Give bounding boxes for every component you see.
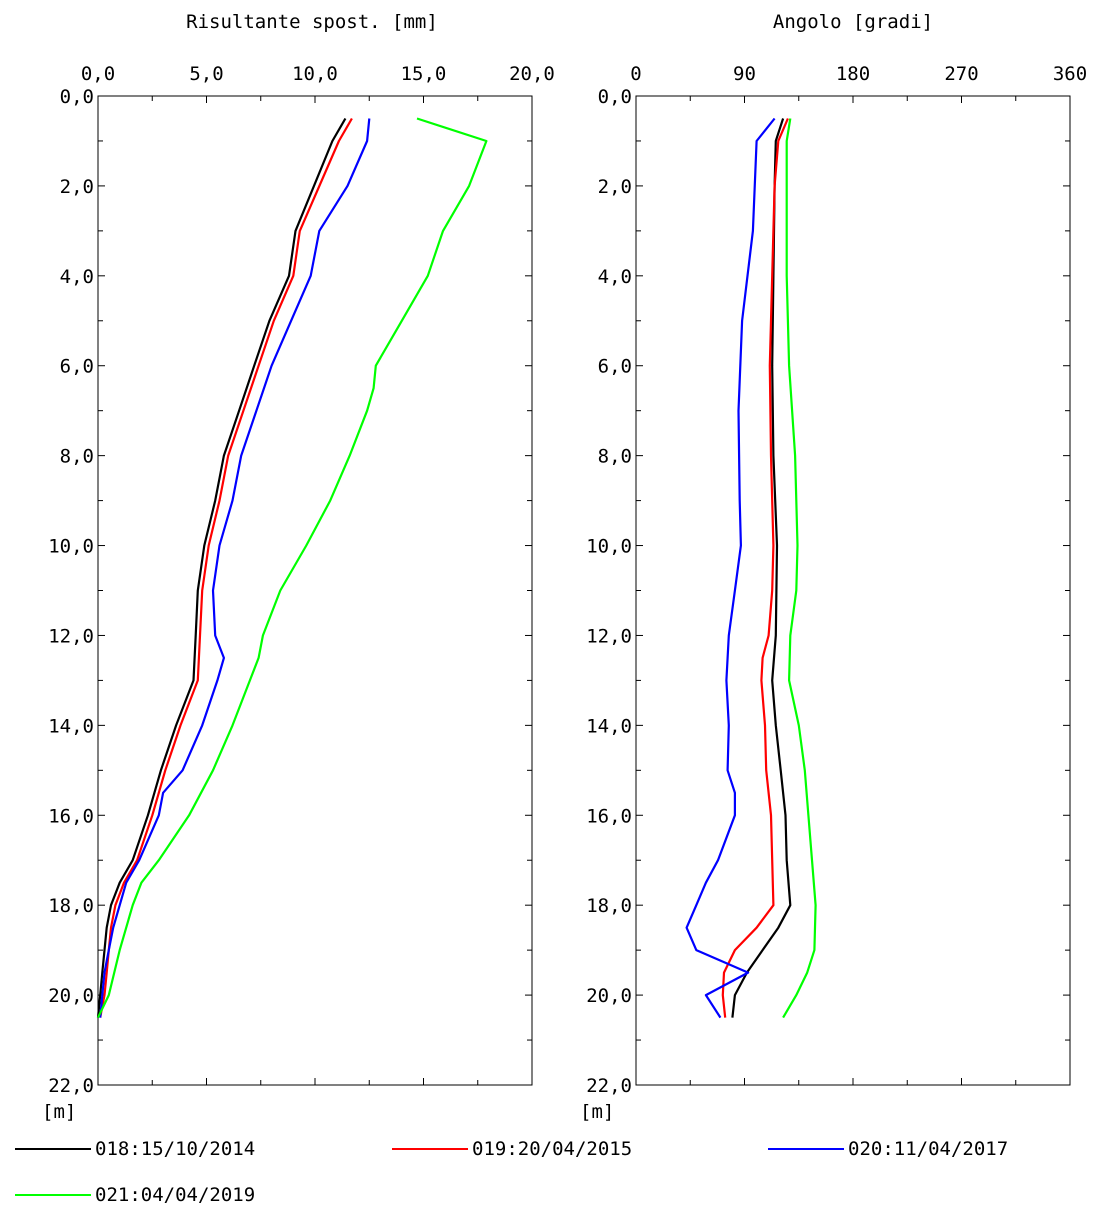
- y-axis-label: [m]: [42, 1101, 76, 1123]
- y-tick-label: 0,0: [598, 86, 632, 108]
- series-line: [96, 117, 347, 1018]
- plot-frame: [635, 95, 1071, 1086]
- y-tick-label: 0,0: [60, 86, 94, 108]
- series-line: [721, 118, 789, 1018]
- y-tick-label: 12,0: [48, 625, 94, 647]
- series-line: [97, 117, 488, 1019]
- x-tick-label: 180: [836, 63, 870, 85]
- y-tick-label: 18,0: [48, 895, 94, 917]
- legend-swatch: [768, 1148, 844, 1150]
- legend-swatch: [15, 1148, 91, 1150]
- legend-item: 020:11/04/2017: [768, 1138, 1008, 1160]
- legend-item: 019:20/04/2015: [392, 1138, 632, 1160]
- y-tick-label: 20,0: [48, 985, 94, 1007]
- y-tick-label: 22,0: [48, 1075, 94, 1097]
- y-tick-label: 2,0: [60, 176, 94, 198]
- legend-item: 021:04/04/2019: [15, 1184, 255, 1206]
- y-tick-label: 10,0: [48, 536, 94, 558]
- x-tick-label: 90: [733, 63, 756, 85]
- y-tick-label: 18,0: [586, 895, 632, 917]
- chart-title: Risultante spost. [mm]: [186, 11, 438, 33]
- legend-label: 018:15/10/2014: [95, 1138, 256, 1160]
- legend-label: 020:11/04/2017: [848, 1138, 1009, 1160]
- y-tick-label: 12,0: [586, 625, 632, 647]
- x-tick-label: 360: [1053, 63, 1087, 85]
- y-tick-label: 10,0: [586, 536, 632, 558]
- series-line: [99, 118, 371, 1018]
- legend-label: 021:04/04/2019: [95, 1184, 256, 1206]
- legend-swatch: [392, 1148, 468, 1150]
- chart-title: Angolo [gradi]: [773, 11, 933, 33]
- x-tick-label: 20,0: [509, 63, 555, 85]
- x-tick-label: 5,0: [189, 63, 223, 85]
- y-tick-label: 4,0: [60, 266, 94, 288]
- legend-swatch: [15, 1194, 91, 1196]
- x-tick-label: 0: [630, 63, 641, 85]
- y-tick-label: 8,0: [598, 446, 632, 468]
- legend-label: 019:20/04/2015: [472, 1138, 633, 1160]
- y-tick-label: 22,0: [586, 1075, 632, 1097]
- y-tick-label: 4,0: [598, 266, 632, 288]
- y-tick-label: 16,0: [48, 805, 94, 827]
- series-line: [99, 117, 353, 1018]
- y-tick-label: 6,0: [598, 356, 632, 378]
- series-line: [685, 117, 776, 1019]
- y-tick-label: 16,0: [586, 805, 632, 827]
- y-tick-label: 14,0: [586, 715, 632, 737]
- y-axis-label: [m]: [580, 1101, 614, 1123]
- series-line: [782, 118, 817, 1019]
- x-tick-label: 0,0: [81, 63, 115, 85]
- series-line: [731, 118, 792, 1018]
- y-tick-label: 6,0: [60, 356, 94, 378]
- y-tick-label: 2,0: [598, 176, 632, 198]
- x-tick-label: 10,0: [292, 63, 338, 85]
- x-tick-label: 15,0: [401, 63, 447, 85]
- y-tick-label: 14,0: [48, 715, 94, 737]
- plot-frame: [97, 95, 533, 1086]
- y-tick-label: 20,0: [586, 985, 632, 1007]
- y-tick-label: 8,0: [60, 446, 94, 468]
- legend-item: 018:15/10/2014: [15, 1138, 255, 1160]
- x-tick-label: 270: [944, 63, 978, 85]
